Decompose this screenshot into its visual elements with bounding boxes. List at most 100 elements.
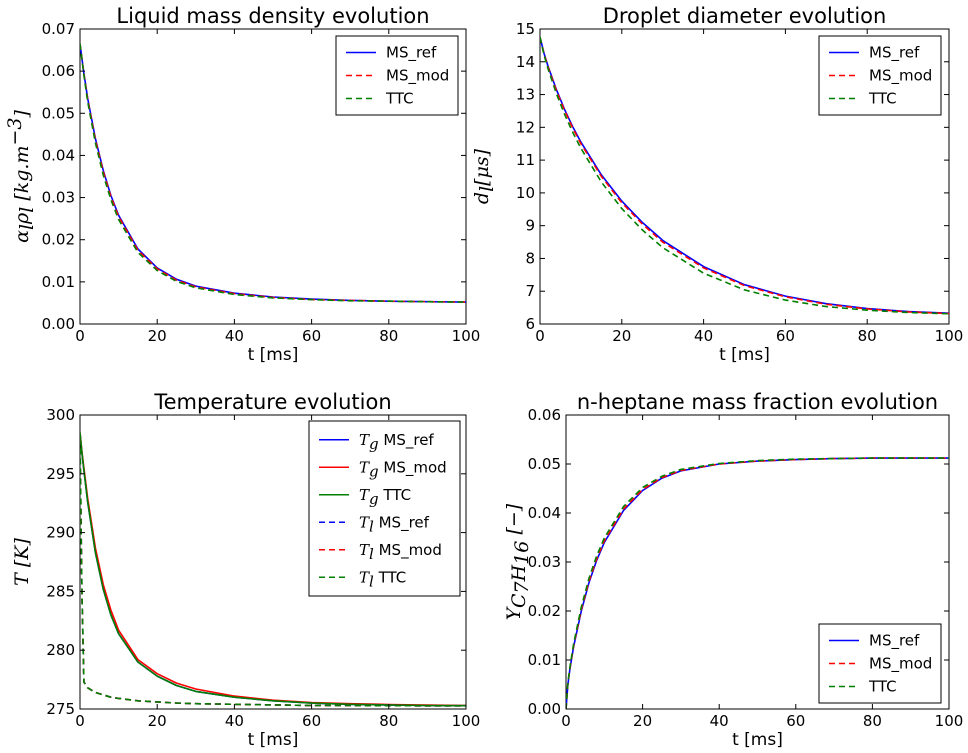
- x-tick-label: 40: [694, 327, 713, 345]
- y-tick-label: 0.01: [528, 651, 561, 669]
- y-axis-label: YC7H16 [−]: [503, 503, 533, 620]
- y-label-subscript: 16: [511, 541, 533, 565]
- y-label-subscript: H: [508, 564, 530, 582]
- y-tick-label: 6: [525, 315, 535, 333]
- series-group: [540, 37, 949, 315]
- x-tick-label: 20: [612, 327, 631, 345]
- legend-entry: MS_mod: [869, 67, 932, 86]
- legend-name: TTC: [868, 678, 897, 696]
- y-axis-label: αlρl [kg.m−3]: [4, 110, 38, 243]
- x-tick-label: 60: [776, 327, 795, 345]
- x-tick-label: 100: [935, 712, 964, 730]
- y-label-unit: [K]: [11, 538, 33, 574]
- legend-name: MS_mod: [379, 541, 442, 560]
- legend-subscript: g: [369, 435, 379, 453]
- legend-entry: Tg MS_mod: [359, 458, 447, 480]
- legend-name: MS_ref: [869, 632, 920, 651]
- x-tick-label: 60: [302, 327, 321, 345]
- legend-entry: Tl MS_mod: [359, 541, 442, 563]
- y-tick-label: 0.03: [42, 189, 75, 207]
- series-line-ttc: [80, 43, 466, 303]
- legend-name: TTC: [378, 568, 407, 586]
- x-tick-label: 0: [535, 327, 545, 345]
- legend-subscript: l: [369, 545, 374, 563]
- chart-title: n-heptane mass fraction evolution: [577, 390, 938, 414]
- series-line-Tl-ttc: [80, 438, 466, 707]
- legend-subscript: l: [369, 572, 374, 590]
- legend-subscript: g: [369, 462, 379, 480]
- legend-entry: MS_mod: [869, 655, 932, 674]
- legend-entry: MS_mod: [386, 67, 449, 86]
- x-axis-label: t [ms]: [719, 345, 770, 365]
- x-tick-label: 100: [935, 327, 964, 345]
- y-tick-label: 15: [516, 20, 535, 38]
- legend-entry: TTC: [868, 678, 897, 696]
- y-tick-label: 0.00: [528, 700, 561, 718]
- x-tick-label: 60: [786, 712, 805, 730]
- x-tick-label: 100: [452, 327, 481, 345]
- legend-name: MS_mod: [383, 458, 446, 477]
- y-tick-label: 8: [525, 249, 535, 267]
- y-tick-label: 0.05: [42, 104, 75, 122]
- legend-name: MS_mod: [386, 67, 449, 86]
- y-tick-label: 0.04: [528, 504, 561, 522]
- y-tick-label: 14: [516, 53, 535, 71]
- y-tick-label: 290: [46, 524, 75, 542]
- y-tick-label: 0.02: [528, 602, 561, 620]
- y-label-symbol: T: [11, 572, 33, 586]
- y-axis-label: T [K]: [11, 538, 33, 586]
- legend-symbol: T: [359, 513, 370, 531]
- x-tick-label: 40: [710, 712, 729, 730]
- y-label-subscript: l: [16, 224, 38, 230]
- y-label-symbol: d: [471, 192, 493, 204]
- x-axis-label: t [ms]: [248, 730, 299, 750]
- y-tick-label: 0.02: [42, 231, 75, 249]
- y-label-subscript: l: [476, 186, 498, 192]
- legend-symbol: T: [359, 486, 370, 504]
- x-tick-label: 0: [75, 327, 85, 345]
- legend: MS_ref MS_mod TTC: [818, 35, 942, 116]
- panel-temperature: 0 20 40 60 80 100 275 280 285 290 295 300 Temperatur…: [11, 390, 480, 750]
- y-label-unit: [kg.m: [11, 146, 33, 207]
- y-tick-label: 0.03: [528, 553, 561, 571]
- y-tick-label: 7: [525, 282, 535, 300]
- series-line-ms_mod: [540, 37, 949, 315]
- legend-name: MS_ref: [379, 513, 430, 532]
- legend-name: MS_mod: [869, 67, 932, 86]
- y-tick-label: 0.06: [42, 62, 75, 80]
- legend-entry: Tl TTC: [359, 568, 406, 590]
- y-tick-label: 280: [46, 641, 75, 659]
- x-tick-label: 40: [225, 327, 244, 345]
- series-group: [80, 432, 466, 707]
- legend-entry: MS_ref: [386, 44, 437, 63]
- x-tick-label: 0: [75, 712, 85, 730]
- x-tick-label: 80: [858, 327, 877, 345]
- chart-title: Liquid mass density evolution: [116, 4, 429, 28]
- y-axis-label: dl[μs]: [471, 148, 498, 204]
- legend-symbol: T: [359, 458, 370, 476]
- y-label-unit: [μs]: [471, 148, 493, 186]
- x-tick-label: 20: [633, 712, 652, 730]
- x-tick-label: 60: [302, 712, 321, 730]
- legend-subscript: g: [369, 490, 379, 508]
- legend-entry: MS_ref: [869, 44, 920, 63]
- legend-name: MS_mod: [869, 655, 932, 674]
- legend-name: TTC: [385, 90, 414, 108]
- x-tick-label: 0: [561, 712, 571, 730]
- y-label-superscript: −3: [4, 118, 26, 146]
- y-label-subscript: l: [16, 207, 38, 213]
- y-tick-label: 285: [46, 582, 75, 600]
- x-tick-label: 20: [148, 327, 167, 345]
- y-tick-label: 0.07: [42, 20, 75, 38]
- panel-droplet-diameter: 0 20 40 60 80 100 6 7 8 9 10 11 12 13 14 15 Droplet diam…: [471, 4, 963, 365]
- legend-name: TTC: [868, 90, 897, 108]
- legend: MS_ref MS_mod TTC: [335, 35, 459, 116]
- legend-entry: Tg MS_ref: [359, 431, 434, 453]
- y-tick-label: 0.04: [42, 146, 75, 164]
- legend-entry: TTC: [868, 90, 897, 108]
- x-axis-label: t [ms]: [732, 730, 783, 750]
- y-label-unit: ]: [11, 110, 33, 119]
- y-tick-label: 0.01: [42, 273, 75, 291]
- panel-liquid-mass-density: 0 20 40 60 80 100 0.00 0.01 0.02 0.03 0.04 0.05 0.06…: [4, 4, 480, 365]
